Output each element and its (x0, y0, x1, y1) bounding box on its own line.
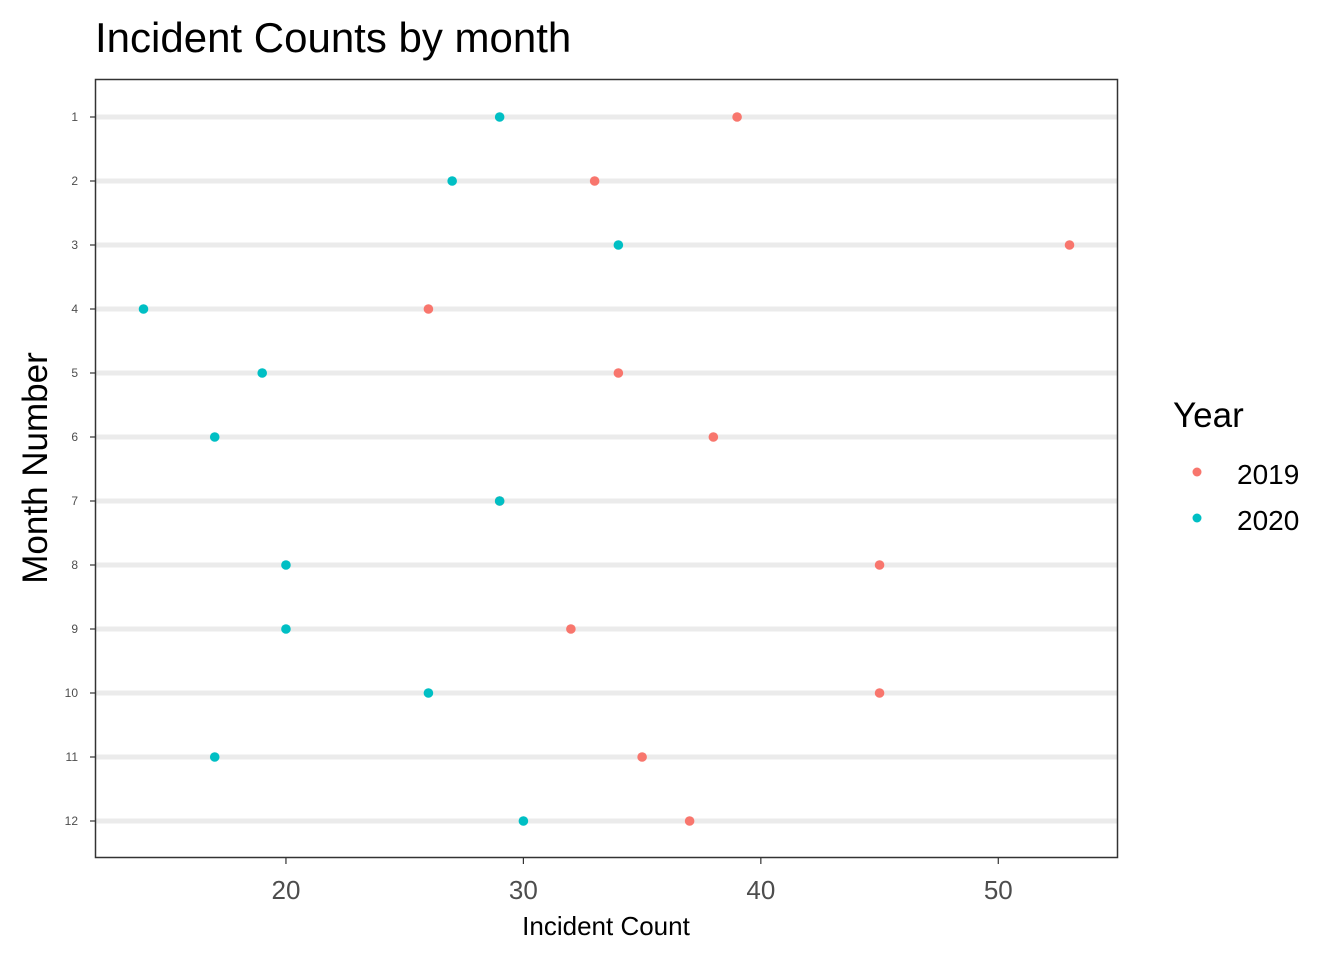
legend-label-2020: 2020 (1237, 505, 1299, 536)
point-2019-month-6 (708, 432, 719, 442)
y-axis-title: Month Number (16, 352, 55, 584)
point-2019-month-9 (566, 624, 576, 634)
point-2020-month-6 (209, 432, 220, 442)
y-tick-label-8: 8 (71, 558, 78, 572)
x-tick-label-50: 50 (984, 875, 1013, 905)
plot-panel-border (94, 78, 1119, 859)
grid-lines (96, 114, 1117, 824)
legend-key-2019 (1192, 467, 1202, 477)
legend-title: Year (1173, 396, 1244, 435)
y-tick-label-1: 1 (71, 110, 78, 124)
x-axis-ticks: 20 30 40 50 (271, 857, 1013, 905)
y-tick-label-4: 4 (71, 302, 78, 316)
point-2019-month-11 (637, 752, 647, 762)
point-2020-month-5 (257, 368, 268, 378)
y-tick-label-2: 2 (71, 174, 78, 188)
y-tick-label-5: 5 (71, 366, 78, 380)
point-2020-month-8 (281, 560, 291, 570)
point-2019-month-3 (1064, 240, 1075, 250)
point-2019-month-10 (874, 688, 885, 698)
point-2020-month-10 (423, 688, 434, 698)
y-tick-label-10: 10 (65, 686, 79, 700)
point-2019-month-4 (423, 304, 434, 314)
point-2019-month-8 (874, 560, 885, 570)
legend: Year 2019 2020 (1173, 396, 1299, 536)
point-2019-month-5 (613, 368, 624, 378)
point-2020-month-4 (138, 304, 149, 314)
y-tick-label-7: 7 (71, 494, 78, 508)
point-2020-month-12 (518, 816, 529, 826)
point-2019-month-2 (589, 176, 600, 186)
point-2020-month-11 (209, 752, 220, 762)
y-tick-label-12: 12 (65, 814, 79, 828)
point-2019-month-1 (732, 112, 742, 122)
point-2020-month-2 (447, 176, 457, 186)
point-2020-month-1 (494, 112, 505, 122)
y-tick-label-6: 6 (71, 430, 78, 444)
x-tick-label-30: 30 (509, 875, 538, 905)
y-tick-label-11: 11 (66, 750, 79, 764)
point-2020-month-7 (494, 496, 505, 506)
point-2020-month-3 (613, 240, 624, 250)
point-2020-month-9 (281, 624, 291, 634)
point-2019-month-12 (684, 816, 695, 826)
chart-title: Incident Counts by month (95, 14, 571, 61)
x-axis-title: Incident Count (522, 911, 690, 941)
y-tick-label-9: 9 (71, 622, 78, 636)
x-tick-label-40: 40 (746, 875, 775, 905)
legend-key-2020 (1192, 513, 1202, 523)
x-tick-label-20: 20 (271, 875, 300, 905)
data-points (138, 112, 1075, 826)
legend-label-2019: 2019 (1237, 459, 1299, 490)
y-tick-label-3: 3 (71, 238, 78, 252)
